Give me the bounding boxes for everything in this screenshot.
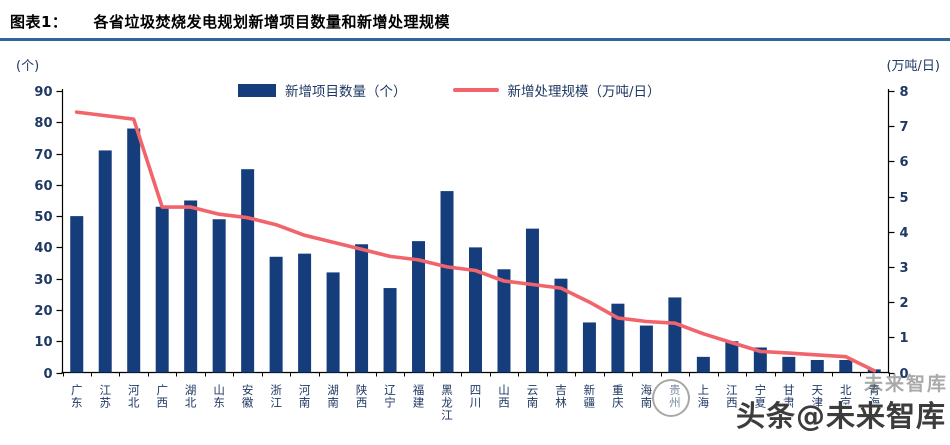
bar xyxy=(383,288,397,373)
x-axis-label: 上海 xyxy=(698,383,710,410)
x-axis-label: 黑龙江 xyxy=(441,383,453,422)
x-axis-label: 江西 xyxy=(726,383,738,410)
bar xyxy=(298,253,312,373)
x-axis-ticks xyxy=(63,372,890,377)
bar xyxy=(212,219,226,373)
bar xyxy=(155,206,169,373)
legend-item-projects: 新增项目数量（个） xyxy=(238,80,407,100)
right-tick-label: 3 xyxy=(900,261,909,276)
left-tick-label: 40 xyxy=(34,241,52,256)
line-series xyxy=(74,110,877,373)
x-axis-label: 天津 xyxy=(812,383,824,410)
left-tick-label: 80 xyxy=(34,116,52,131)
right-tick-label: 6 xyxy=(900,155,909,170)
x-axis-label: 陕西 xyxy=(356,383,368,410)
figure-title: 各省垃圾焚烧发电规划新增项目数量和新增处理规模 xyxy=(93,13,450,31)
x-axis-label: 海南 xyxy=(641,383,653,410)
legend-label-projects: 新增项目数量（个） xyxy=(285,84,407,100)
bar xyxy=(98,150,112,373)
bar xyxy=(810,359,824,373)
right-tick-label: 2 xyxy=(900,296,909,311)
bar xyxy=(440,191,454,373)
bar xyxy=(241,169,255,373)
bar xyxy=(70,216,84,373)
figure-number: 图表1： xyxy=(10,13,68,31)
x-axis-label: 安徽 xyxy=(242,383,254,410)
left-tick-label: 20 xyxy=(34,304,52,319)
left-axis-ticks: 0 10 20 30 40 50 60 70 80 90 xyxy=(34,85,63,382)
figure-header: 图表1： 各省垃圾焚烧发电规划新增项目数量和新增处理规模 xyxy=(0,0,950,41)
x-axis-label: 贵州 xyxy=(669,383,681,410)
bar xyxy=(269,256,283,373)
bar xyxy=(725,341,739,373)
x-axis-label: 福建 xyxy=(413,383,425,410)
line-swatch-icon xyxy=(452,88,499,92)
legend: 新增项目数量（个） 新增处理规模（万吨/日） xyxy=(238,80,661,100)
bar xyxy=(184,200,198,373)
bar xyxy=(554,278,568,373)
x-axis-label: 宁夏 xyxy=(755,383,767,410)
right-tick-label: 4 xyxy=(900,226,909,241)
bar-series xyxy=(70,128,881,373)
legend-label-capacity: 新增处理规模（万吨/日） xyxy=(507,84,661,100)
bar xyxy=(525,228,539,373)
left-tick-label: 60 xyxy=(34,179,52,194)
bar xyxy=(355,244,369,373)
left-tick-label: 90 xyxy=(34,85,52,100)
x-axis-label: 四川 xyxy=(470,383,482,410)
bar xyxy=(127,128,141,373)
right-tick-label: 7 xyxy=(900,120,909,135)
x-axis-label: 吉林 xyxy=(555,383,567,410)
bar-swatch-icon xyxy=(238,83,276,97)
x-axis-label: 河南 xyxy=(299,383,311,410)
bar xyxy=(582,322,596,373)
bar xyxy=(611,303,625,373)
right-tick-label: 1 xyxy=(900,331,909,346)
bar xyxy=(668,297,682,373)
right-tick-label: 0 xyxy=(900,367,909,382)
x-axis-label: 辽宁 xyxy=(384,383,396,410)
x-axis-label: 广西 xyxy=(156,383,168,410)
right-tick-label: 8 xyxy=(900,85,909,100)
x-axis-label: 山西 xyxy=(498,383,510,410)
x-axis-label: 甘肃 xyxy=(783,383,795,410)
bar xyxy=(753,347,767,373)
left-axis-unit-label: (个) xyxy=(16,59,40,74)
bar xyxy=(412,241,426,373)
x-axis-label: 新疆 xyxy=(584,383,596,410)
right-axis-ticks: 0 1 2 3 4 5 6 7 8 xyxy=(888,85,909,382)
x-axis-label: 山东 xyxy=(213,383,225,410)
bar xyxy=(326,272,340,373)
x-axis-label: 重庆 xyxy=(612,383,624,410)
left-tick-label: 50 xyxy=(34,210,52,225)
left-tick-label: 70 xyxy=(34,148,52,163)
bar xyxy=(696,356,710,373)
bar xyxy=(469,247,482,373)
left-tick-label: 0 xyxy=(43,367,52,382)
bar xyxy=(639,325,653,373)
right-axis-unit-label: (万吨/日) xyxy=(886,59,940,74)
bar xyxy=(782,356,796,373)
x-axis-label: 北京 xyxy=(840,383,852,410)
right-tick-label: 5 xyxy=(900,191,909,206)
bar xyxy=(839,359,853,373)
x-axis-label: 云南 xyxy=(527,383,539,410)
legend-item-capacity: 新增处理规模（万吨/日） xyxy=(452,80,661,100)
x-axis-label: 河北 xyxy=(128,383,140,410)
left-tick-label: 10 xyxy=(34,335,52,350)
x-axis-label: 浙江 xyxy=(270,383,282,410)
x-axis-label: 江苏 xyxy=(99,383,111,410)
left-tick-label: 30 xyxy=(34,273,52,288)
bar xyxy=(497,269,511,373)
x-axis-label: 青海 xyxy=(869,383,881,410)
x-axis-label: 湖北 xyxy=(185,383,197,410)
x-axis-label: 湖南 xyxy=(327,383,339,410)
x-axis-label: 广东 xyxy=(71,383,83,410)
